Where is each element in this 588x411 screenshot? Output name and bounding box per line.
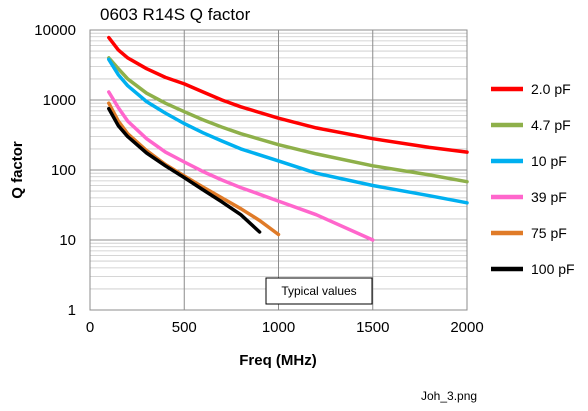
legend-label: 4.7 pF [531,117,571,133]
x-tick-label: 500 [172,319,197,336]
x-tick-labels: 0 500 1000 1500 2000 [86,319,484,336]
x-tick-label: 1000 [262,319,295,336]
series-line-4-7-pf [107,56,469,184]
series-lines [107,35,469,242]
y-tick-label: 100 [51,162,76,179]
x-axis-label: Freq (MHz) [239,352,317,369]
legend: 2.0 pF 4.7 pF 10 pF 39 pF 75 pF 100 pF [491,81,575,277]
series-line-39-pf [107,90,375,242]
legend-label: 39 pF [531,189,567,205]
legend-label: 100 pF [531,261,575,277]
series-line-2-0-pf [107,35,469,154]
y-tick-label: 1000 [43,92,76,109]
legend-label: 2.0 pF [531,81,571,97]
x-tick-label: 0 [86,319,94,336]
x-tick-label: 2000 [450,319,483,336]
y-tick-label: 1 [68,302,76,319]
y-tick-label: 10000 [34,22,76,39]
chart-title: 0603 R14S Q factor [100,5,251,24]
y-tick-labels: 1 10 100 1000 10000 [34,22,76,319]
y-axis-label: Q factor [9,141,26,199]
annotation-box: Typical values [265,277,373,305]
series-line-10-pf [107,57,469,205]
x-tick-label: 1500 [356,319,389,336]
y-tick-label: 10 [59,232,76,249]
image-caption: Joh_3.png [421,389,477,403]
legend-label: 75 pF [531,225,567,241]
series-line-100-pf [107,106,262,234]
legend-label: 10 pF [531,153,567,169]
annotation-text: Typical values [281,284,356,298]
